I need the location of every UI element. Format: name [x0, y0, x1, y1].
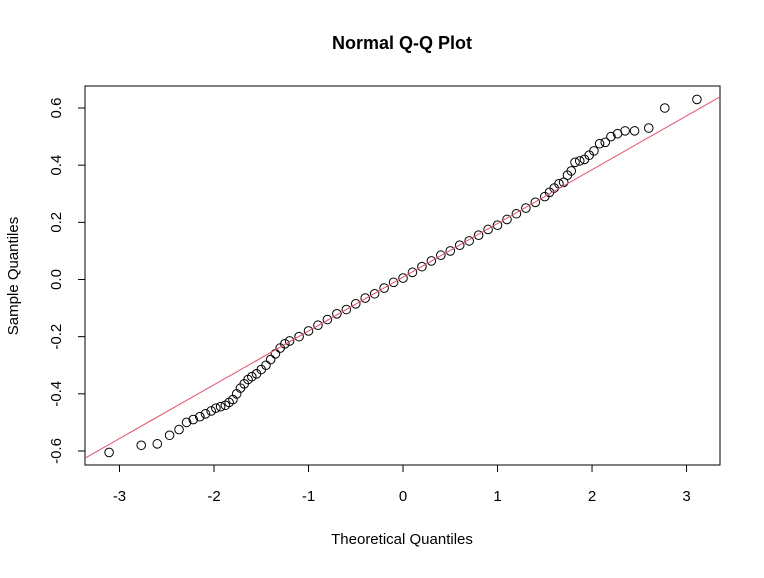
- point: [247, 371, 257, 382]
- y-tick-label: 0.6: [48, 98, 65, 119]
- x-axis-label: Theoretical Quantiles: [331, 531, 473, 548]
- point: [152, 439, 163, 449]
- point: [284, 336, 295, 346]
- point: [181, 417, 192, 428]
- point: [313, 320, 323, 331]
- y-axis-label: Sample Quantiles: [5, 217, 22, 335]
- y-tick-label: 0.2: [48, 212, 65, 233]
- point: [660, 103, 670, 113]
- point: [164, 430, 175, 441]
- point: [206, 406, 216, 416]
- point: [574, 156, 585, 166]
- point: [369, 288, 380, 299]
- point: [570, 157, 580, 168]
- y-tick-label: -0.6: [48, 438, 65, 464]
- y-tick-label: 0.0: [48, 269, 65, 290]
- reference-line: [84, 96, 721, 459]
- point: [211, 403, 221, 413]
- x-tick-label: 1: [493, 488, 501, 505]
- point: [606, 131, 616, 142]
- point: [600, 137, 611, 148]
- point: [379, 283, 389, 293]
- point: [322, 314, 333, 325]
- point: [426, 256, 437, 266]
- point: [200, 409, 211, 419]
- point: [398, 273, 408, 283]
- point: [436, 250, 446, 261]
- point: [261, 360, 271, 371]
- point: [492, 220, 503, 230]
- point: [502, 214, 512, 225]
- x-tick-label: -3: [113, 488, 126, 505]
- point: [629, 126, 640, 136]
- y-tick-label: -0.4: [48, 381, 65, 407]
- point: [350, 298, 361, 309]
- point: [445, 246, 456, 256]
- point: [332, 309, 342, 319]
- point: [589, 146, 599, 156]
- point: [530, 197, 541, 208]
- x-tick-label: -1: [302, 488, 315, 505]
- point: [464, 236, 474, 246]
- x-tick-label: -2: [207, 488, 220, 505]
- point: [594, 138, 605, 149]
- point: [303, 326, 314, 336]
- point: [692, 94, 702, 105]
- point: [341, 304, 352, 315]
- plot-frame: [84, 85, 721, 466]
- point: [643, 123, 654, 133]
- point: [294, 331, 304, 342]
- point: [265, 354, 276, 365]
- point: [188, 414, 199, 425]
- point: [174, 424, 184, 435]
- point: [566, 166, 577, 176]
- point: [417, 261, 427, 272]
- point: [511, 208, 522, 219]
- point: [454, 240, 465, 251]
- x-tick-label: 0: [399, 488, 407, 505]
- point: [136, 440, 147, 451]
- point: [620, 126, 630, 136]
- point: [388, 277, 399, 288]
- point: [195, 411, 205, 422]
- chart-title: Normal Q-Q Plot: [332, 33, 472, 53]
- y-tick-label: -0.2: [48, 324, 65, 350]
- point: [270, 349, 281, 359]
- point: [215, 401, 226, 412]
- point: [473, 230, 484, 240]
- point: [104, 447, 114, 458]
- y-tick-label: 0.4: [48, 155, 65, 176]
- point: [407, 267, 418, 278]
- x-tick-label: 2: [588, 488, 596, 505]
- x-tick-label: 3: [682, 488, 690, 505]
- point: [521, 203, 531, 213]
- point: [483, 224, 493, 235]
- point: [280, 339, 290, 349]
- point: [360, 293, 371, 303]
